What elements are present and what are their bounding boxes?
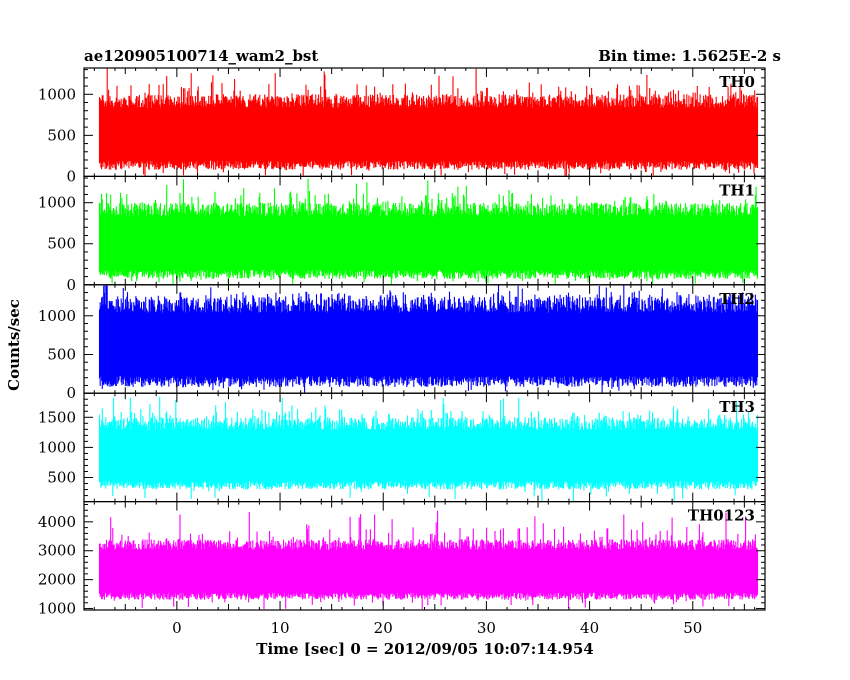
y-tick-label: 0	[66, 276, 76, 294]
series-trace-th2	[98, 284, 759, 393]
y-tick-label: 0	[66, 384, 76, 402]
y-tick-label: 500	[47, 235, 76, 253]
series-trace-th1	[98, 178, 759, 285]
panels: 05001000TH005001000TH105001000TH25001000…	[38, 67, 766, 637]
y-tick-label: 500	[47, 345, 76, 363]
series-label-th1: TH1	[719, 181, 755, 199]
y-tick-label: 500	[47, 126, 76, 144]
series-label-th2: TH2	[719, 290, 755, 308]
y-tick-label: 0	[66, 167, 76, 185]
y-tick-label: 1000	[38, 600, 76, 618]
series-trace-th0	[98, 68, 759, 176]
x-tick-label: 0	[172, 619, 182, 637]
panel-th2: 0 500 1000 TH2	[38, 284, 766, 402]
panel-th0123: 1000 2000 3000 4000 TH0123 0 10 20 30 40 50	[38, 501, 766, 637]
x-tick-label: 40	[580, 619, 599, 637]
series-label-th0123: TH0123	[688, 507, 755, 525]
y-tick-label: 1000	[38, 194, 76, 212]
y-tick-label: 1000	[38, 438, 76, 456]
panel-th0: 0 500 1000 TH0	[38, 67, 766, 185]
x-axis-label: Time [sec] 0 = 2012/09/05 10:07:14.954	[256, 640, 593, 658]
y-tick-label: 1000	[38, 85, 76, 103]
series-trace-th3	[98, 396, 759, 502]
panel-th1: 0 500 1000 TH1	[38, 175, 766, 294]
series-label-th0: TH0	[719, 73, 755, 91]
series-trace-th0123	[98, 510, 759, 609]
panel-th3: 500 1000 1500 TH3	[38, 392, 766, 503]
x-tick-label: 10	[270, 619, 289, 637]
x-tick-label: 50	[683, 619, 702, 637]
y-tick-label: 1500	[38, 408, 76, 426]
source-label: ae120905100714_wam2_bst	[84, 47, 318, 65]
y-axis-label: Counts/sec	[5, 299, 23, 391]
y-tick-label: 4000	[38, 513, 76, 531]
series-label-th3: TH3	[719, 398, 755, 416]
y-tick-label: 3000	[38, 542, 76, 560]
bin-time-label: Bin time: 1.5625E-2 s	[598, 47, 781, 65]
y-tick-label: 1000	[38, 307, 76, 325]
x-tick-label: 30	[477, 619, 496, 637]
y-tick-label: 500	[47, 469, 76, 487]
x-tick-label: 20	[374, 619, 393, 637]
y-tick-label: 2000	[38, 571, 76, 589]
